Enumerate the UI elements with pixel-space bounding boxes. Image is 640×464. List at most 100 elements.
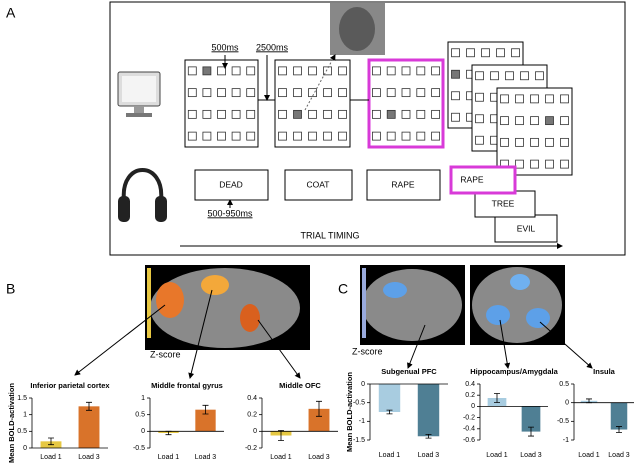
bar <box>308 408 330 432</box>
activation <box>526 308 550 328</box>
cell <box>202 109 212 119</box>
face-cell <box>202 66 212 76</box>
headphones <box>121 168 164 201</box>
cell <box>231 88 241 98</box>
y-tick-label: 0.5 <box>135 412 145 419</box>
cell <box>293 88 302 98</box>
cell <box>246 109 256 119</box>
cell <box>338 66 347 76</box>
arrow <box>188 289 213 379</box>
cell <box>560 116 569 126</box>
cell <box>293 131 302 141</box>
word: RAPE <box>460 174 483 184</box>
y-tick-label: -1 <box>563 437 569 444</box>
error-bar <box>316 400 322 417</box>
chart-title: Insula <box>593 367 616 376</box>
cell <box>401 66 411 76</box>
y-tick-label: -0.6 <box>463 437 475 444</box>
cell <box>560 159 569 169</box>
y-tick-label: 0 <box>253 428 257 435</box>
cell <box>535 71 544 81</box>
panel-label: A <box>6 5 16 21</box>
activation <box>383 282 407 298</box>
cell <box>416 109 426 119</box>
timing-label: 500ms <box>211 42 239 52</box>
x-tick-label: Load 1 <box>379 452 401 459</box>
cell <box>202 88 212 98</box>
cell <box>217 109 226 119</box>
word-box <box>366 169 441 201</box>
cell <box>451 112 460 122</box>
cell <box>187 88 197 98</box>
cell <box>416 131 426 141</box>
cell <box>308 88 317 98</box>
cell <box>511 48 520 58</box>
y-tick-label: 0 <box>141 428 145 435</box>
y-tick-label: -0.5 <box>557 418 569 425</box>
cell <box>371 88 381 98</box>
cell <box>530 137 539 147</box>
cell <box>371 109 381 119</box>
y-tick-label: -0.4 <box>463 426 475 433</box>
y-tick-label: 0 <box>565 400 569 407</box>
y-axis-label: Mean BOLD-activation <box>7 383 16 463</box>
cell <box>475 71 484 81</box>
panel-label: C <box>338 281 348 297</box>
monitor-screen <box>122 76 156 102</box>
y-tick-label: -0.2 <box>463 414 475 421</box>
cell <box>278 66 287 76</box>
cell <box>187 109 197 119</box>
cell <box>231 131 241 141</box>
timing-label: 500-950ms <box>207 208 253 218</box>
cell <box>475 114 484 124</box>
cell <box>278 88 287 98</box>
arrow <box>539 321 593 369</box>
cell <box>246 131 256 141</box>
cell <box>451 48 460 58</box>
activation <box>486 305 510 325</box>
cell <box>431 66 441 76</box>
error-bar <box>86 401 92 411</box>
bar <box>378 384 401 412</box>
y-axis-label: Mean BOLD-activation <box>345 372 354 452</box>
cell <box>431 88 441 98</box>
cell <box>401 88 411 98</box>
cell <box>217 88 226 98</box>
cell <box>323 109 332 119</box>
cell <box>475 92 484 102</box>
cell <box>278 131 287 141</box>
word-box-highlight <box>449 165 517 195</box>
cell <box>475 135 484 145</box>
error-bar <box>202 404 209 415</box>
chart-title: Hippocampus/Amygdala <box>470 367 558 376</box>
y-tick-label: 0.4 <box>247 395 257 402</box>
word: RAPE <box>391 179 414 189</box>
activation <box>510 274 530 290</box>
cell <box>545 94 554 104</box>
x-tick-label: Load 1 <box>578 452 600 459</box>
cell <box>530 159 539 169</box>
cell <box>416 88 426 98</box>
cell <box>323 66 332 76</box>
bar <box>417 384 440 437</box>
cell <box>560 137 569 147</box>
cell <box>515 116 524 126</box>
arrow <box>407 324 426 369</box>
word-box <box>284 169 353 201</box>
y-tick-label: 1 <box>23 412 27 419</box>
cell <box>515 137 524 147</box>
cell <box>431 109 441 119</box>
panel-label: B <box>6 281 15 297</box>
monitor-stand <box>134 106 144 113</box>
y-tick-label: 0.2 <box>465 392 475 399</box>
arrow <box>74 304 166 376</box>
timing-label: 2500ms <box>256 42 289 52</box>
cell <box>308 131 317 141</box>
error-bar <box>386 409 393 415</box>
y-tick-label: 0.4 <box>465 381 475 388</box>
headphone-cup <box>118 196 130 222</box>
y-tick-label: 1 <box>141 395 145 402</box>
chart-title: Middle OFC <box>279 381 321 390</box>
cell <box>246 66 256 76</box>
